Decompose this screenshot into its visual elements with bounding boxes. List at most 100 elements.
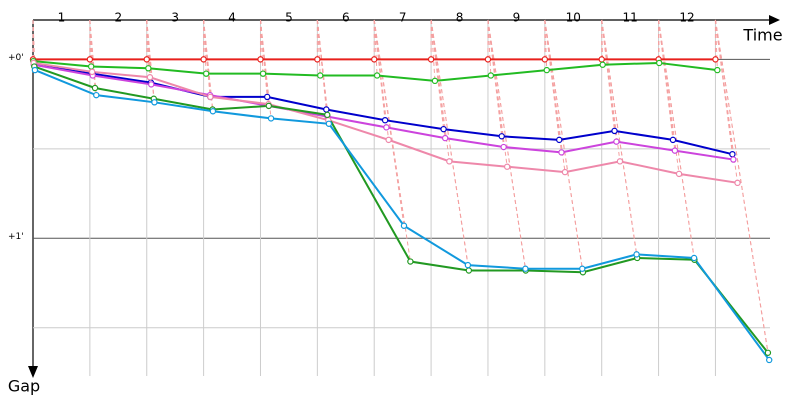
lap-connector (203, 19, 214, 112)
x-tick-label: 3 (171, 11, 179, 25)
data-point (734, 179, 741, 187)
data-point (200, 56, 207, 63)
lap-connector (714, 19, 770, 361)
data-point (690, 254, 698, 262)
data-point (207, 93, 214, 101)
data-point (730, 156, 737, 163)
data-point (427, 56, 435, 63)
data-point (766, 356, 773, 364)
data-point (385, 136, 392, 144)
data-point (373, 72, 381, 79)
data-point (151, 99, 158, 106)
x-tick-label: 1 (58, 11, 66, 25)
data-point (611, 127, 618, 135)
data-point (543, 66, 550, 74)
x-tick-label: 2 (114, 11, 122, 25)
data-point (500, 143, 507, 151)
lap-connector (658, 19, 674, 140)
lap-connector (487, 19, 492, 76)
data-point (633, 251, 640, 258)
series-line (33, 65, 769, 354)
data-point (145, 65, 152, 72)
data-point (93, 91, 100, 99)
lap-connector (658, 19, 676, 151)
data-point (88, 68, 96, 76)
lap-connector (544, 19, 548, 71)
y-tick-label: +1' (8, 232, 24, 242)
x-axis-arrow (769, 15, 780, 25)
x-tick-label: 9 (513, 11, 521, 25)
data-point (464, 261, 472, 269)
x-tick-label: 7 (399, 11, 407, 25)
x-tick-label: 5 (285, 11, 293, 25)
data-point (407, 258, 414, 265)
data-point (86, 56, 94, 63)
lap-connector (544, 19, 566, 173)
data-point (209, 108, 217, 115)
data-point (431, 77, 439, 85)
data-point (148, 81, 155, 88)
lap-connector (32, 19, 36, 71)
data-point (656, 59, 663, 67)
lap-connector (373, 19, 378, 76)
data-point (317, 72, 324, 79)
x-tick-label: 6 (342, 11, 350, 25)
lap-connector (601, 19, 638, 255)
x-tick-label: 4 (228, 11, 236, 25)
lap-connector (544, 19, 583, 269)
lap-connector (487, 19, 526, 269)
data-point (599, 61, 606, 68)
data-point (267, 115, 275, 122)
data-point (556, 136, 563, 144)
data-point (314, 56, 321, 63)
data-point (558, 149, 565, 156)
lap-connector (601, 19, 615, 131)
y-tick-label: +0' (8, 53, 24, 63)
data-point (323, 106, 330, 113)
data-point (503, 163, 511, 170)
data-point (465, 267, 473, 274)
data-point (671, 147, 679, 154)
lap-connector (714, 19, 718, 71)
data-point (613, 138, 620, 145)
y-axis-arrow (28, 366, 38, 378)
data-point (87, 63, 95, 70)
data-point (371, 56, 378, 63)
data-point (484, 56, 492, 63)
data-point (324, 111, 331, 119)
data-point (31, 66, 39, 74)
data-point (598, 56, 605, 63)
data-point (325, 120, 333, 127)
data-point (91, 84, 99, 92)
data-point (143, 56, 150, 63)
lap-connector (259, 19, 272, 119)
lap-connector (430, 19, 436, 81)
data-point (202, 70, 210, 77)
data-point (522, 265, 529, 272)
data-point (259, 70, 267, 77)
lap-connector (658, 19, 660, 63)
data-point (257, 56, 264, 63)
x-tick-label: 12 (679, 11, 694, 25)
x-tick-label: 8 (456, 11, 464, 25)
data-point (561, 168, 569, 176)
lap-connector (601, 19, 617, 142)
data-point (441, 134, 449, 142)
lap-connector (658, 19, 695, 259)
data-point (669, 136, 677, 144)
series-line (33, 63, 734, 161)
data-point (764, 349, 772, 356)
data-point (714, 66, 721, 74)
lap-connector (544, 19, 560, 140)
data-point (146, 74, 154, 81)
data-point (446, 158, 453, 165)
data-point (400, 222, 408, 229)
y-axis-label: Gap (8, 377, 40, 396)
lap-connector (89, 19, 97, 96)
data-point (729, 150, 736, 158)
data-point (381, 116, 389, 124)
x-tick-label: 10 (566, 11, 581, 25)
data-point (265, 102, 273, 110)
lap-connector (430, 19, 469, 266)
